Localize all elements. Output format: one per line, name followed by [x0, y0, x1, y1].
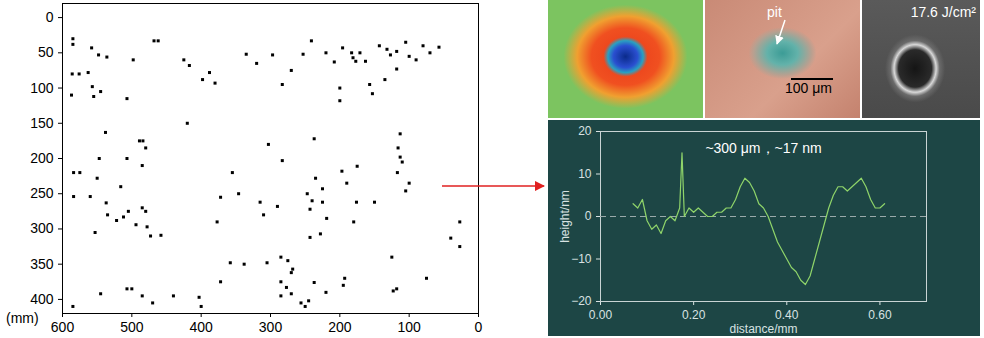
- svg-text:10: 10: [578, 167, 592, 181]
- html-text:100 μm: 100 μm: [785, 80, 832, 96]
- svg-text:−20: −20: [571, 294, 592, 308]
- svg-text:250: 250: [30, 185, 54, 201]
- svg-text:100: 100: [30, 80, 54, 96]
- svg-text:400: 400: [30, 291, 54, 307]
- svg-text:300: 300: [30, 220, 54, 236]
- svg-text:0.20: 0.20: [682, 308, 706, 322]
- svg-text:200: 200: [328, 319, 352, 335]
- svg-text:100: 100: [397, 319, 421, 335]
- svg-text:~300 μm，~17 nm: ~300 μm，~17 nm: [705, 140, 821, 156]
- svg-text:600: 600: [51, 319, 75, 335]
- svg-text:0.60: 0.60: [868, 308, 892, 322]
- svg-text:height/nm: height/nm: [558, 190, 572, 243]
- svg-text:−10: −10: [571, 252, 592, 266]
- svg-text:0.00: 0.00: [589, 308, 613, 322]
- svg-text:distance/mm: distance/mm: [729, 322, 797, 336]
- svg-text:300: 300: [259, 319, 283, 335]
- svg-text:0: 0: [585, 209, 592, 223]
- svg-text:200: 200: [30, 150, 54, 166]
- html-text:pit: pit: [767, 4, 782, 20]
- svg-text:500: 500: [120, 319, 144, 335]
- svg-text:150: 150: [30, 115, 54, 131]
- svg-text:0.40: 0.40: [775, 308, 799, 322]
- html-text:17.6 J/cm²: 17.6 J/cm²: [910, 4, 976, 20]
- svg-text:50: 50: [38, 44, 54, 60]
- svg-text:0: 0: [46, 9, 54, 25]
- svg-text:20: 20: [578, 124, 592, 138]
- svg-text:350: 350: [30, 256, 54, 272]
- svg-text:0: 0: [475, 319, 483, 335]
- svg-text:400: 400: [189, 319, 213, 335]
- html-text:(mm): (mm): [6, 310, 39, 326]
